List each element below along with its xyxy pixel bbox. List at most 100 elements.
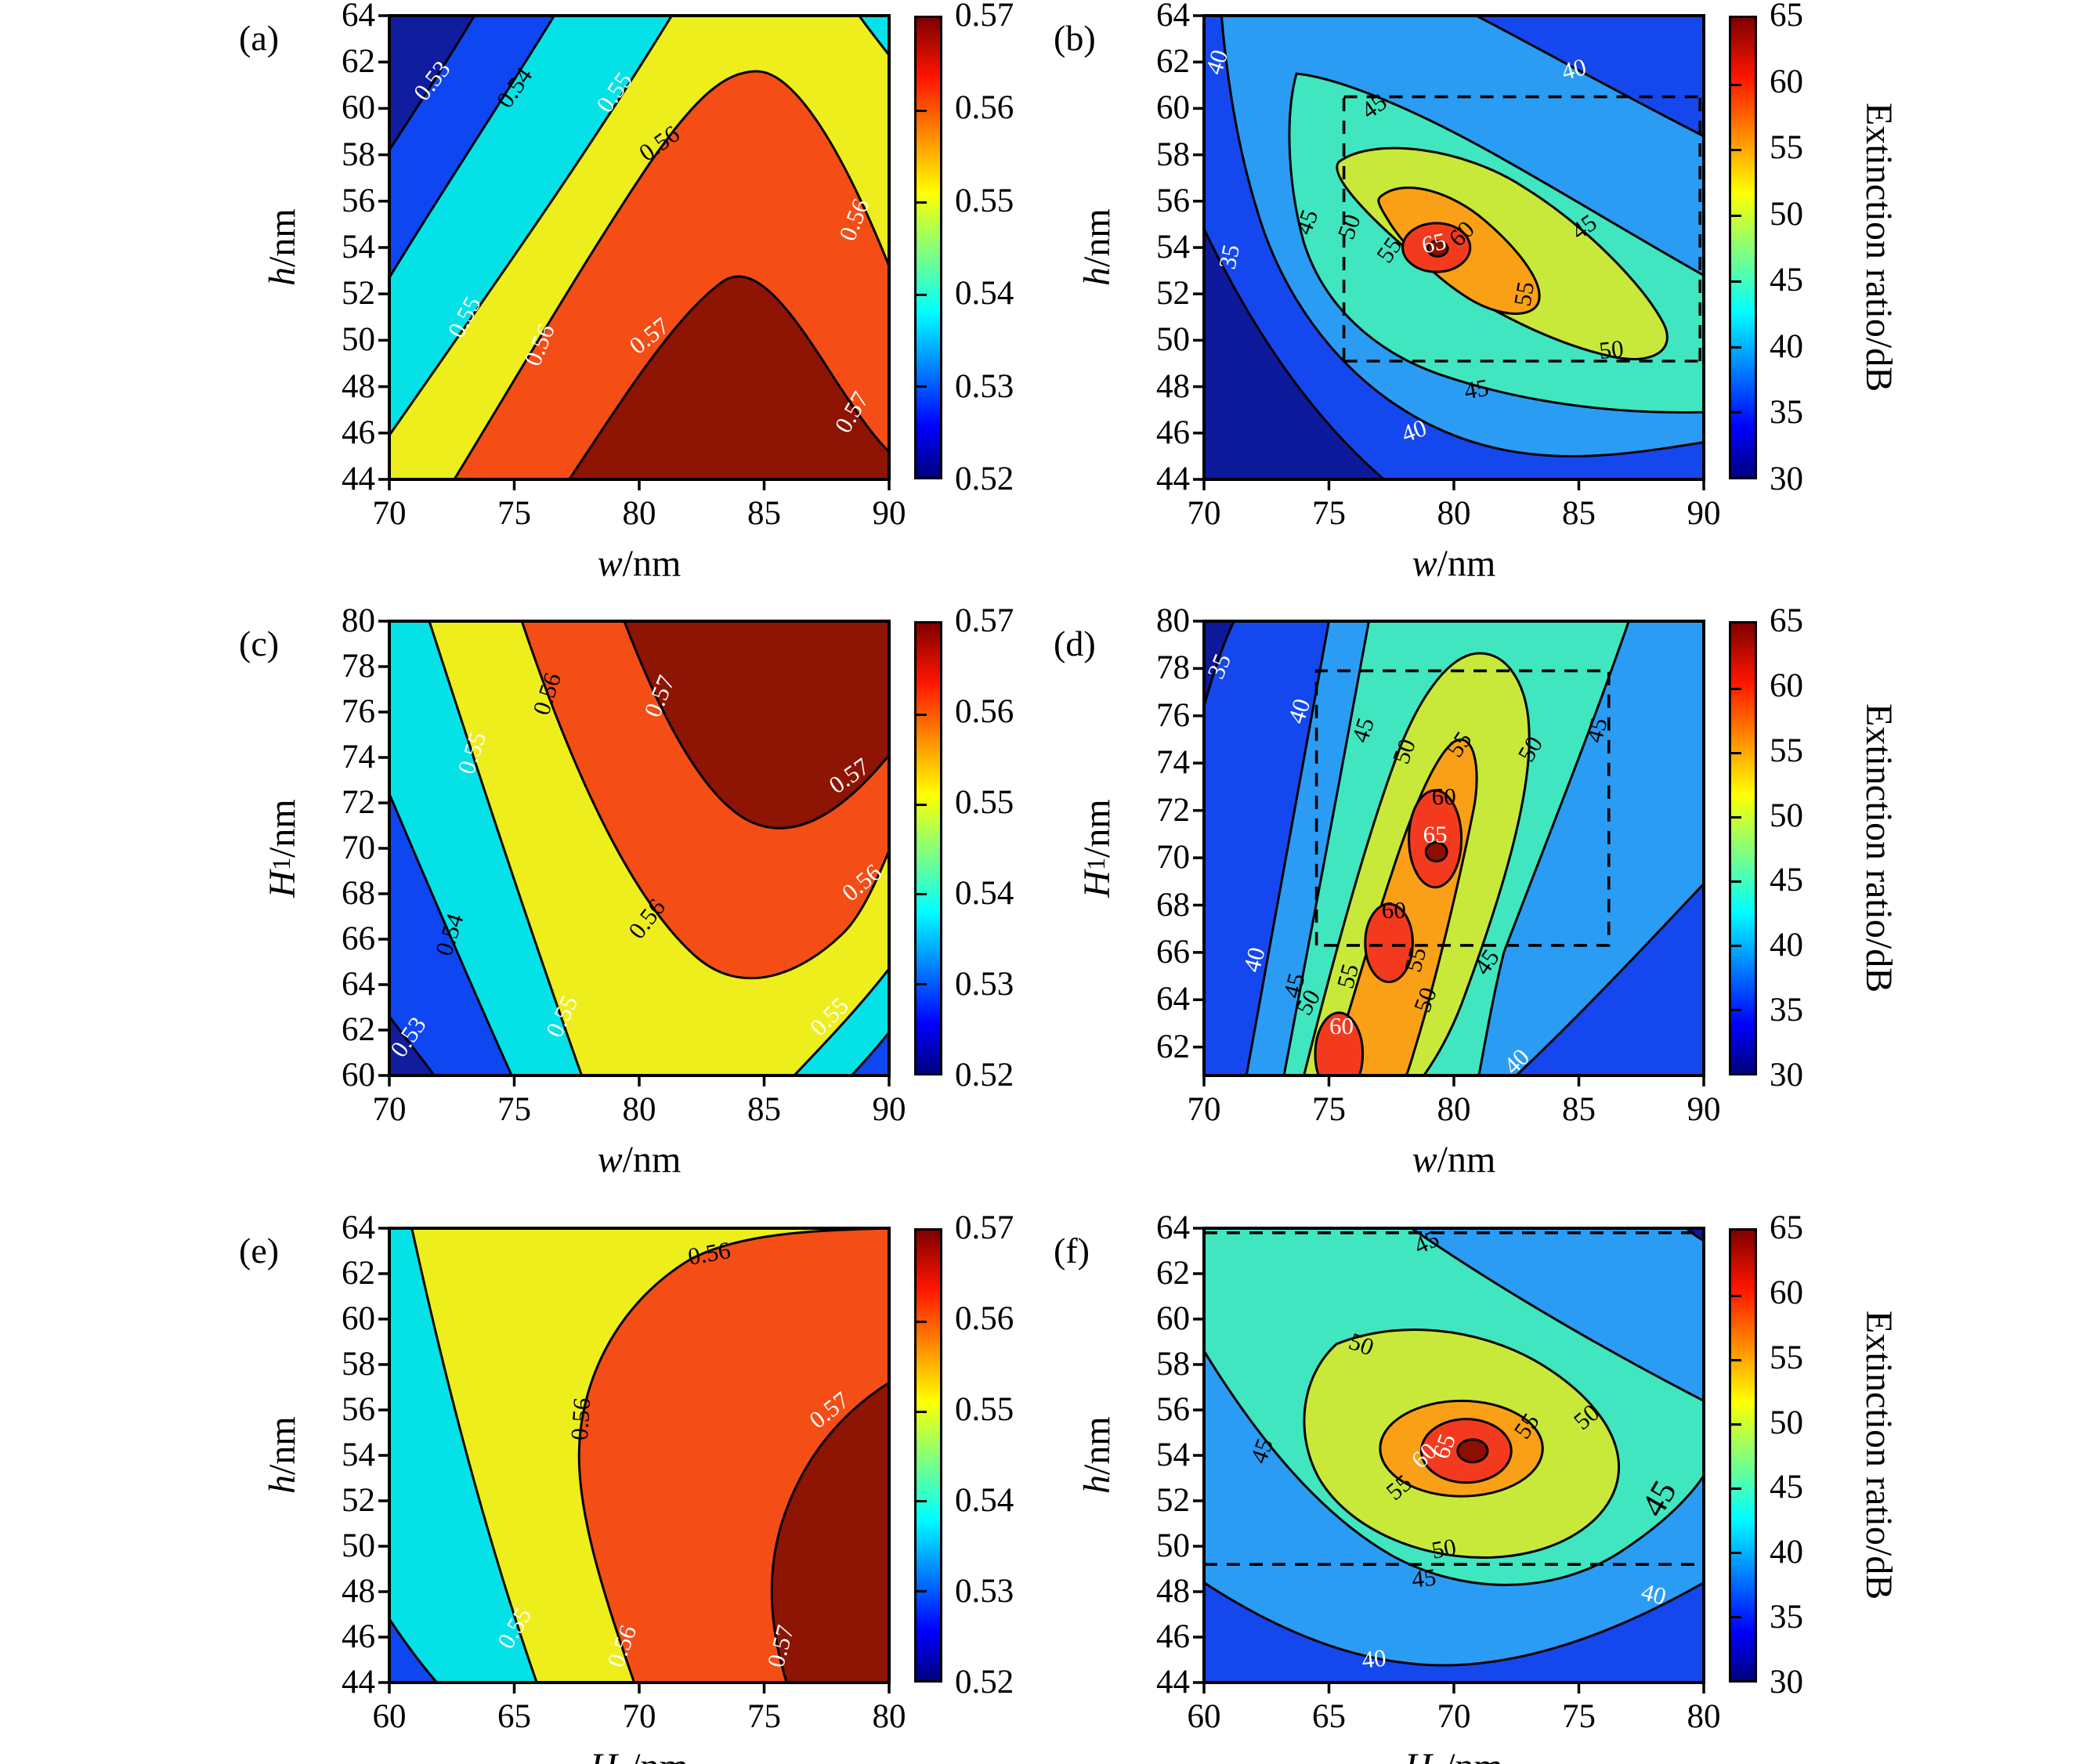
x-tick-label: 65 <box>1312 1698 1346 1735</box>
x-axis-label: w/nm <box>389 1138 889 1181</box>
y-tick-label: 76 <box>1156 696 1190 734</box>
colorbar-tick-label: 60 <box>1770 1274 1803 1311</box>
contour-label: 50 <box>1430 1533 1459 1564</box>
colorbar-tick-label: 0.52 <box>955 1057 1014 1093</box>
y-tick-label: 70 <box>1156 839 1190 877</box>
y-tick-label: 64 <box>342 966 375 1003</box>
contour-region <box>770 1381 889 1683</box>
y-axis-label: h/nm <box>1076 1228 1119 1683</box>
contour-region <box>1408 789 1463 889</box>
y-tick-label: 50 <box>1156 1527 1190 1564</box>
axis-unit: /nm <box>1076 799 1118 858</box>
colorbar-tick-mark <box>1731 945 1741 947</box>
x-tick-label: 90 <box>1687 495 1721 532</box>
y-tick-label: 58 <box>342 1346 375 1383</box>
y-tick-label: 48 <box>342 367 375 405</box>
x-axis-label: w/nm <box>1204 1138 1704 1181</box>
colorbar-tick-mark <box>1731 752 1741 754</box>
panel-letter-c: (c) <box>239 624 280 663</box>
axis-variable: H <box>1405 1746 1432 1764</box>
x-tick-label: 70 <box>622 1698 656 1735</box>
colorbar-tick-mark <box>917 893 927 896</box>
panel-e: (e) 0.55 0.56 0.56 0.56 0.57 0.57 44 46 48 50 52 54… <box>239 1209 1014 1764</box>
colorbar-tick-label: 0.53 <box>955 966 1014 1003</box>
axis-variable: h <box>1076 1475 1118 1495</box>
y-axis-label: H 1/nm <box>1076 621 1119 1075</box>
axis-subscript: 1 <box>1083 857 1111 871</box>
axis-variable: w <box>597 1139 623 1180</box>
x-tick-label: 75 <box>1312 1091 1346 1128</box>
y-tick-label: 58 <box>342 136 375 173</box>
contour-label: 60 <box>1432 783 1456 810</box>
x-tick-label: 75 <box>747 1698 781 1735</box>
y-tick-label: 62 <box>342 1011 375 1048</box>
colorbar-tick-label: 40 <box>1770 927 1803 964</box>
contour-region <box>1426 240 1449 258</box>
axis-variable: H <box>1076 870 1118 898</box>
x-tick-label: 75 <box>497 1091 531 1128</box>
colorbar <box>1729 1228 1757 1683</box>
y-tick-label: 48 <box>1156 1573 1190 1610</box>
contour-region <box>568 275 889 479</box>
colorbar-tick-label: 30 <box>1770 461 1803 497</box>
y-tick-label: 58 <box>1156 1346 1190 1383</box>
contour-label: 35 <box>1213 242 1246 272</box>
x-tick-label: 70 <box>1437 1698 1471 1735</box>
x-tick-label: 85 <box>1562 495 1596 532</box>
contour-region <box>1424 840 1448 863</box>
panel-a: (a) 0.53 0.54 0.55 0.55 0.56 0.56 0.56 0.57 0.57… <box>239 0 1014 584</box>
y-tick-label: 64 <box>1156 981 1190 1018</box>
y-tick-label: 58 <box>1156 136 1190 173</box>
colorbar-tick-mark <box>917 713 927 716</box>
colorbar-tick-label: 35 <box>1770 394 1803 432</box>
y-tick-label: 80 <box>342 602 375 639</box>
y-tick-label: 56 <box>342 182 375 219</box>
colorbar-tick-label: 0.54 <box>955 875 1014 912</box>
y-tick-label: 52 <box>342 1482 375 1519</box>
colorbar-tick-label: 0.52 <box>955 461 1014 497</box>
x-axis-label: H1/nm <box>389 1745 889 1764</box>
colorbar-tick-mark <box>1731 83 1741 86</box>
y-tick-label: 54 <box>342 229 375 266</box>
axis-unit: /nm <box>1437 1139 1496 1180</box>
axis-unit: /nm <box>1437 543 1496 584</box>
x-tick-label: 75 <box>1312 495 1346 532</box>
x-tick-label: 80 <box>622 495 656 532</box>
axis-unit: /nm <box>262 799 303 858</box>
panel-letter-d: (d) <box>1054 624 1096 663</box>
y-tick-label: 46 <box>342 1618 375 1655</box>
x-tick-label: 85 <box>747 1091 781 1128</box>
x-tick-label: 90 <box>872 1091 906 1128</box>
x-tick-label: 70 <box>372 495 407 532</box>
dashed-box <box>1314 669 1611 947</box>
y-tick-label: 60 <box>342 1057 375 1093</box>
x-tick-label: 75 <box>1562 1698 1596 1735</box>
y-axis-label: H 1/nm <box>261 621 304 1075</box>
y-tick-label: 78 <box>342 648 375 685</box>
y-tick-label: 50 <box>342 321 375 359</box>
colorbar-tick-label: 60 <box>1770 63 1803 100</box>
axis-unit: /nm <box>1444 1746 1503 1764</box>
y-tick-label: 48 <box>342 1573 375 1610</box>
panel-b: (b) 35 40 40 40 45 45 45 45 50 50 55 55 60 65 44 46 48 50… <box>1054 0 1900 584</box>
colorbar-title: Extinction ratio/dB <box>1858 103 1900 392</box>
contour-plot-e: 0.55 0.560.560.560.570.57 <box>378 1227 891 1694</box>
contour-region <box>1314 1011 1365 1075</box>
panel-letter-f: (f) <box>1054 1231 1090 1271</box>
axis-unit: /nm <box>262 208 303 268</box>
y-tick-label: 64 <box>342 1209 375 1246</box>
axis-variable: h <box>262 1475 303 1495</box>
colorbar-tick-mark <box>1731 1009 1741 1011</box>
colorbar-tick-mark <box>917 201 927 204</box>
contour-label: 40 <box>1361 1644 1387 1674</box>
colorbar-tick-mark <box>917 1410 927 1413</box>
axis-subscript: 1 <box>268 857 296 871</box>
y-tick-label: 62 <box>342 43 375 81</box>
panel-c: (c) 0.53 0.54 0.55 0.55 0.55 0.56 0.56 0.56 0.57… <box>239 602 1014 1180</box>
colorbar-tick-label: 0.54 <box>955 1482 1014 1519</box>
y-tick-label: 70 <box>342 830 375 866</box>
colorbar-tick-label: 0.57 <box>955 0 1014 34</box>
colorbar-tick-label: 40 <box>1770 327 1803 365</box>
